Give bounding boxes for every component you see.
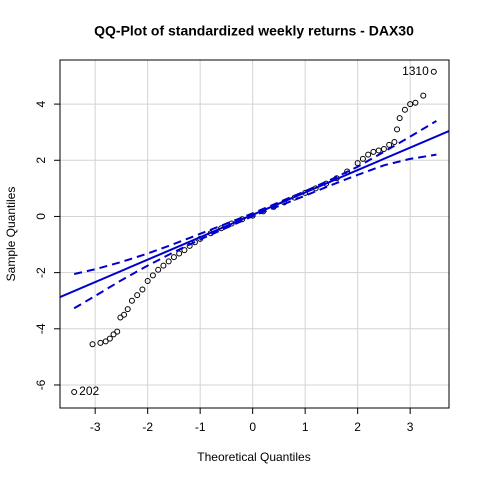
point	[396, 115, 403, 122]
point	[110, 331, 117, 338]
point	[114, 328, 121, 335]
point	[370, 148, 377, 155]
x-tick-label: 3	[407, 420, 414, 434]
point	[394, 126, 401, 133]
y-axis-label: Sample Quantiles	[4, 187, 18, 282]
point	[106, 335, 113, 342]
y-tick-label: 4	[34, 100, 48, 107]
point	[139, 286, 146, 293]
x-tick-label: 0	[249, 420, 256, 434]
point	[71, 388, 78, 395]
point	[407, 101, 414, 108]
x-tick-label: 1	[302, 420, 309, 434]
point-label: 202	[79, 384, 99, 398]
point	[89, 341, 96, 348]
point	[391, 139, 398, 146]
point	[375, 147, 382, 154]
chart-title: QQ-Plot of standardized weekly returns -…	[94, 23, 414, 39]
point	[134, 292, 141, 299]
point	[386, 141, 393, 148]
x-tick-label: -2	[142, 420, 153, 434]
point	[97, 339, 104, 346]
point	[102, 338, 109, 345]
point	[181, 247, 188, 254]
point	[144, 278, 151, 285]
point	[354, 160, 361, 167]
y-tick-label: 0	[34, 213, 48, 220]
point	[124, 306, 131, 313]
point	[117, 314, 124, 321]
x-tick-label: -3	[90, 420, 101, 434]
point-label: 1310	[402, 64, 429, 78]
reference-line	[60, 130, 449, 298]
x-axis-label: Theoretical Quantiles	[197, 450, 310, 464]
point	[420, 92, 427, 99]
point	[430, 68, 437, 75]
point	[160, 262, 167, 269]
confidence-band	[73, 153, 437, 310]
point	[176, 250, 183, 257]
x-tick-label: 2	[354, 420, 361, 434]
y-tick-label: -4	[34, 323, 48, 334]
point	[365, 151, 372, 158]
point	[149, 272, 156, 279]
point	[359, 155, 366, 162]
point	[401, 106, 408, 113]
point	[155, 266, 162, 273]
x-tick-label: -1	[195, 420, 206, 434]
confidence-band	[73, 120, 437, 275]
point	[128, 297, 135, 304]
y-tick-label: 2	[34, 157, 48, 164]
plot-frame	[59, 59, 450, 409]
point	[380, 146, 387, 153]
point	[170, 254, 177, 261]
point	[412, 99, 419, 106]
y-tick-label: -6	[34, 379, 48, 390]
point	[121, 311, 128, 318]
y-tick-label: -2	[34, 267, 48, 278]
point	[165, 258, 172, 265]
